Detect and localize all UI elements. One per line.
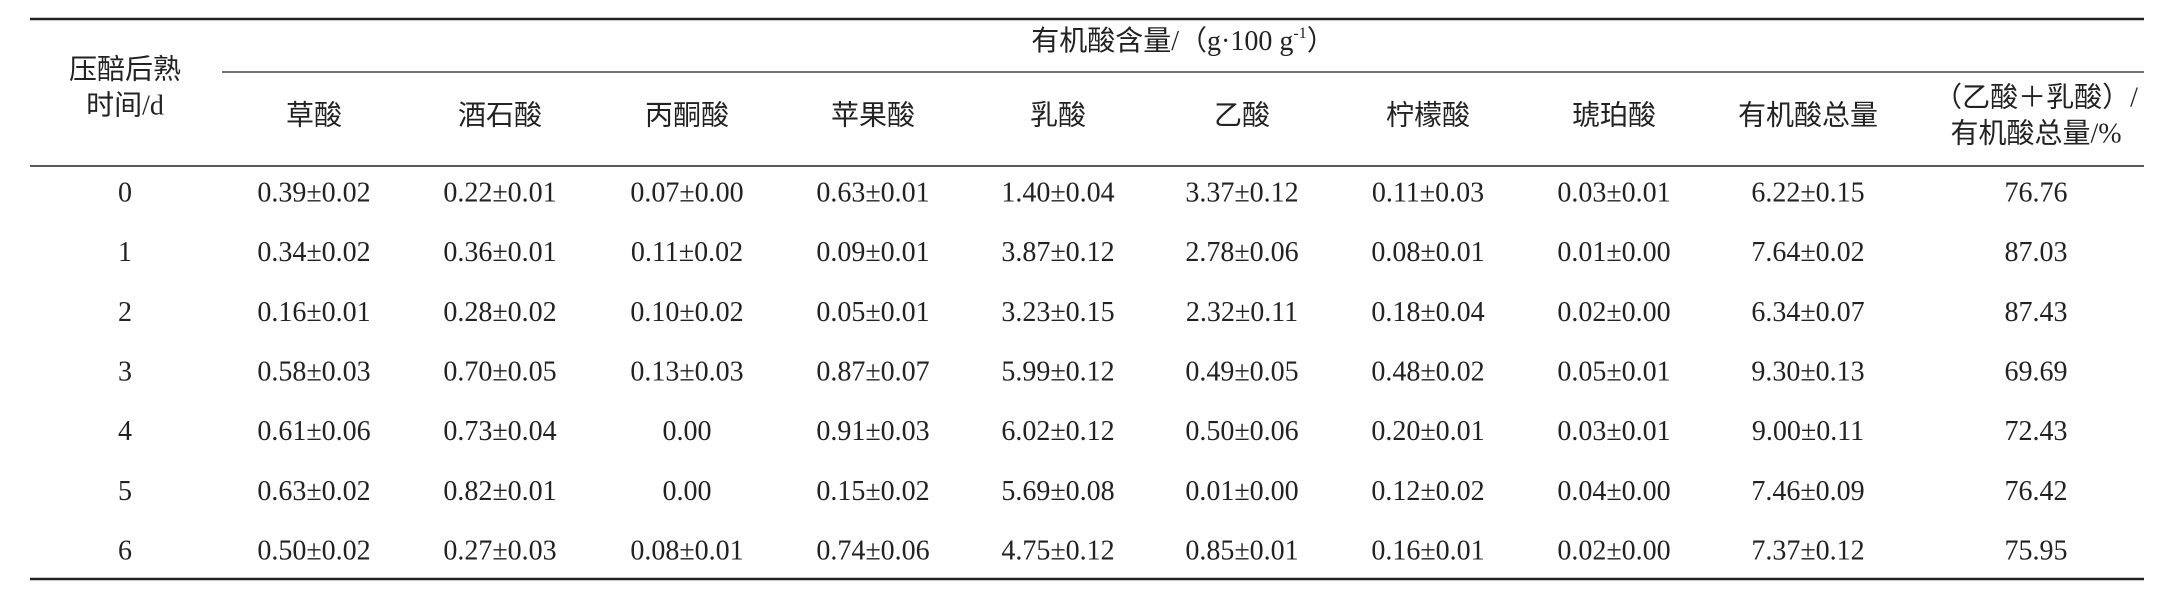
cell: 0.50±0.02 — [257, 536, 370, 567]
cell: 0.27±0.03 — [443, 536, 556, 567]
cell: 2 — [118, 297, 132, 328]
column-header: 有机酸总量 — [1738, 99, 1878, 131]
cell: 0.22±0.01 — [443, 177, 556, 208]
column-header: 丙酮酸 — [645, 99, 729, 131]
cell: 87.43 — [2005, 297, 2068, 328]
cell: 0.39±0.02 — [257, 177, 370, 208]
cell: 0.08±0.01 — [630, 536, 743, 567]
cell: 4 — [118, 416, 132, 447]
cell: 76.42 — [2005, 476, 2068, 507]
cell: 72.43 — [2005, 416, 2068, 447]
cell: 0.03±0.01 — [1557, 177, 1670, 208]
cell: 7.46±0.09 — [1751, 476, 1864, 507]
cell: 0.10±0.02 — [630, 297, 743, 328]
group-header: 有机酸含量/（g·100 g-1） — [1031, 25, 1334, 58]
cell: 0.04±0.00 — [1557, 476, 1670, 507]
cell: 9.00±0.11 — [1752, 416, 1864, 447]
cell: 5.99±0.12 — [1001, 357, 1114, 388]
cell: 0.11±0.02 — [631, 237, 743, 268]
cell: 0.63±0.01 — [816, 177, 929, 208]
cell: 3.23±0.15 — [1001, 297, 1114, 328]
cell: 3.87±0.12 — [1001, 237, 1114, 268]
cell: 0.00 — [663, 476, 712, 507]
cell: 4.75±0.12 — [1001, 536, 1114, 567]
cell: 3 — [118, 357, 132, 388]
cell: 6 — [118, 536, 132, 567]
cell: 5.69±0.08 — [1001, 476, 1114, 507]
cell: 0.73±0.04 — [443, 416, 556, 447]
column-header: 草酸 — [286, 99, 342, 131]
cell: 87.03 — [2005, 237, 2068, 268]
cell: 0.82±0.01 — [443, 476, 556, 507]
column-header: 乳酸 — [1030, 99, 1086, 131]
row-header: 时间/d — [86, 89, 164, 121]
cell: 76.76 — [2005, 177, 2068, 208]
cell: 3.37±0.12 — [1185, 177, 1298, 208]
cell: 9.30±0.13 — [1751, 357, 1864, 388]
cell: 0.07±0.00 — [630, 177, 743, 208]
column-header: 酒石酸 — [458, 99, 542, 131]
column-header: 乙酸 — [1214, 99, 1270, 131]
cell: 0.49±0.05 — [1185, 357, 1298, 388]
cell: 0 — [118, 177, 132, 208]
column-header: 有机酸总量/% — [1950, 117, 2121, 149]
cell: 0.15±0.02 — [816, 476, 929, 507]
cell: 0.09±0.01 — [816, 237, 929, 268]
cell: 0.11±0.03 — [1372, 177, 1484, 208]
cell: 0.13±0.03 — [630, 357, 743, 388]
cell: 0.36±0.01 — [443, 237, 556, 268]
group-header-text: 有机酸含量/（g·100 g — [1031, 25, 1293, 57]
cell: 6.02±0.12 — [1001, 416, 1114, 447]
cell: 1 — [118, 237, 132, 268]
group-header-sup: -1 — [1293, 25, 1306, 42]
cell: 0.00 — [663, 416, 712, 447]
cell: 0.02±0.00 — [1557, 536, 1670, 567]
cell: 0.05±0.01 — [1557, 357, 1670, 388]
cell: 0.03±0.01 — [1557, 416, 1670, 447]
column-header: 苹果酸 — [831, 99, 915, 131]
cell: 0.01±0.00 — [1185, 476, 1298, 507]
cell: 0.74±0.06 — [816, 536, 929, 567]
cell: 0.02±0.00 — [1557, 297, 1670, 328]
cell: 7.37±0.12 — [1751, 536, 1864, 567]
cell: 0.85±0.01 — [1185, 536, 1298, 567]
column-header: 柠檬酸 — [1386, 99, 1470, 131]
cell: 0.61±0.06 — [257, 416, 370, 447]
cell: 6.22±0.15 — [1751, 177, 1864, 208]
cell: 0.70±0.05 — [443, 357, 556, 388]
cell: 0.34±0.02 — [257, 237, 370, 268]
cell: 75.95 — [2005, 536, 2068, 567]
cell: 0.18±0.04 — [1371, 297, 1484, 328]
cell: 2.78±0.06 — [1185, 237, 1298, 268]
column-header: 琥珀酸 — [1572, 99, 1656, 131]
cell: 7.64±0.02 — [1751, 237, 1864, 268]
cell: 0.63±0.02 — [257, 476, 370, 507]
cell: 0.08±0.01 — [1371, 237, 1484, 268]
cell: 0.87±0.07 — [816, 357, 929, 388]
cell: 69.69 — [2005, 357, 2068, 388]
cell: 2.32±0.11 — [1186, 297, 1298, 328]
cell: 0.28±0.02 — [443, 297, 556, 328]
cell: 0.58±0.03 — [257, 357, 370, 388]
cell: 0.01±0.00 — [1557, 237, 1670, 268]
cell: 0.91±0.03 — [816, 416, 929, 447]
row-header: 压醅后熟 — [69, 53, 181, 85]
cell: 0.48±0.02 — [1371, 357, 1484, 388]
cell: 0.16±0.01 — [1371, 536, 1484, 567]
cell: 6.34±0.07 — [1751, 297, 1864, 328]
cell: 0.12±0.02 — [1371, 476, 1484, 507]
cell: 5 — [118, 476, 132, 507]
group-header-suffix: ） — [1307, 25, 1335, 57]
cell: 1.40±0.04 — [1001, 177, 1114, 208]
column-header: （乙酸＋乳酸）/ — [1934, 81, 2138, 113]
cell: 0.05±0.01 — [816, 297, 929, 328]
cell: 0.20±0.01 — [1371, 416, 1484, 447]
cell: 0.16±0.01 — [257, 297, 370, 328]
cell: 0.50±0.06 — [1185, 416, 1298, 447]
